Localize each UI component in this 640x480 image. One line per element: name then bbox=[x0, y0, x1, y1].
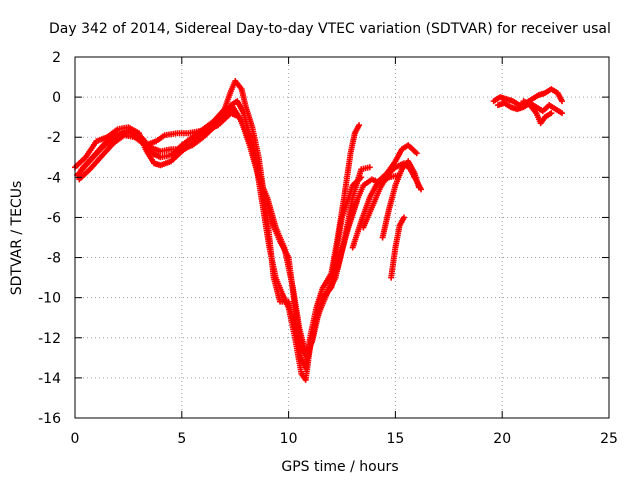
data-point-marker bbox=[559, 98, 566, 105]
series-trace bbox=[76, 110, 365, 361]
y-tick-label: 0 bbox=[52, 90, 61, 106]
x-tick-label: 5 bbox=[177, 431, 186, 447]
series-trace bbox=[520, 98, 555, 127]
series-trace bbox=[379, 158, 422, 241]
data-point-marker bbox=[415, 184, 422, 191]
x-tick-label: 20 bbox=[493, 431, 511, 447]
series-trace bbox=[78, 104, 373, 357]
data-point-marker bbox=[548, 110, 555, 117]
series-sdtvar bbox=[72, 78, 566, 383]
y-tick-label: -16 bbox=[38, 411, 61, 427]
chart-title: Day 342 of 2014, Sidereal Day-to-day VTE… bbox=[49, 21, 611, 37]
x-tick-label: 25 bbox=[600, 431, 618, 447]
y-tick-label: -6 bbox=[47, 210, 61, 226]
data-point-marker bbox=[559, 110, 566, 117]
data-point-marker bbox=[413, 150, 420, 157]
x-tick-label: 15 bbox=[386, 431, 404, 447]
x-axis-title: GPS time / hours bbox=[281, 459, 398, 475]
y-tick-label: -12 bbox=[38, 331, 61, 347]
y-axis-title: SDTVAR / TECUs bbox=[9, 181, 25, 296]
series-trace bbox=[490, 86, 566, 109]
y-tick-label: -14 bbox=[38, 371, 61, 387]
data-point-marker bbox=[400, 214, 407, 221]
plot-frame bbox=[74, 56, 610, 419]
y-tick-label: -2 bbox=[47, 130, 61, 146]
series-trace bbox=[334, 172, 401, 271]
y-tick-label: -4 bbox=[47, 170, 61, 186]
series-trace bbox=[388, 214, 407, 281]
x-tick-label: 10 bbox=[280, 431, 298, 447]
y-tick-label: -10 bbox=[38, 291, 61, 307]
data-point-marker bbox=[356, 122, 363, 129]
data-point-marker bbox=[366, 164, 373, 171]
x-tick-label: 0 bbox=[71, 431, 80, 447]
y-tick-label: -8 bbox=[47, 251, 61, 267]
y-tick-label: 2 bbox=[52, 50, 61, 66]
